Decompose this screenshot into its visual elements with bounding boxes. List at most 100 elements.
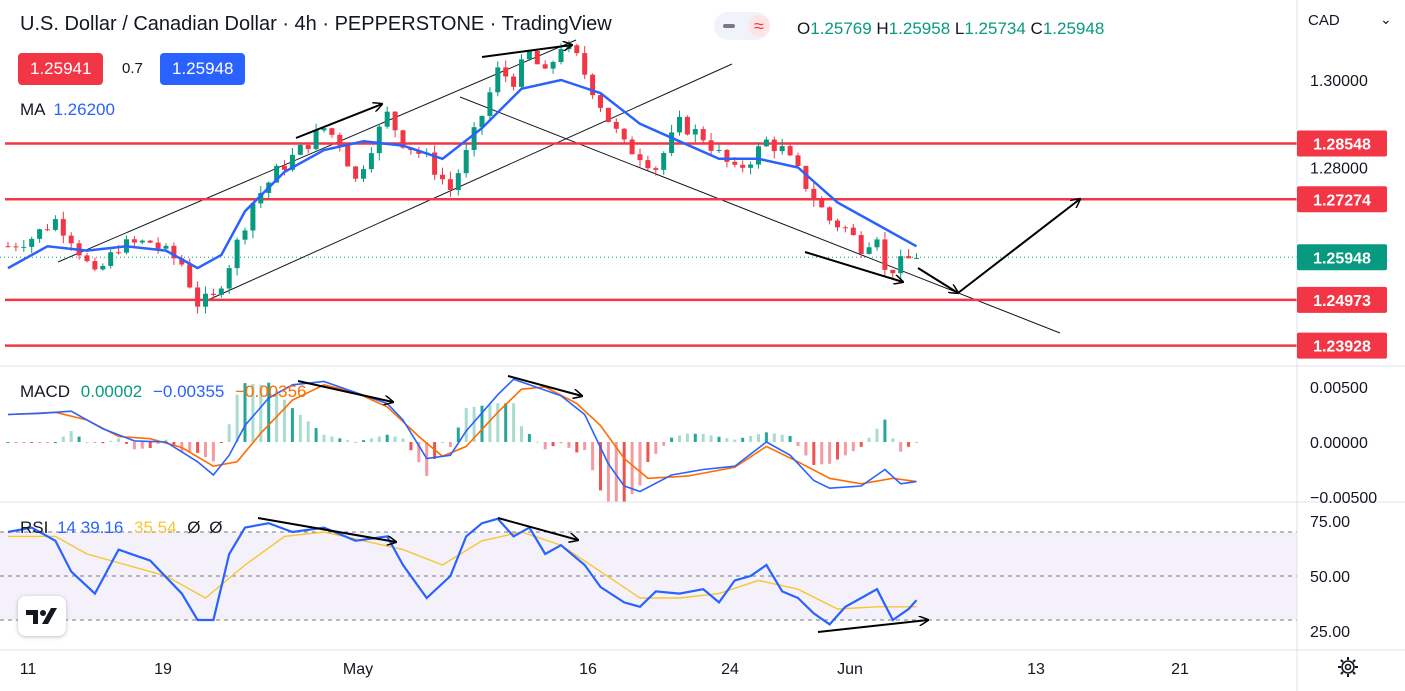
candle-body[interactable]	[345, 145, 351, 167]
candle-body[interactable]	[811, 188, 817, 201]
candle-body[interactable]	[116, 252, 122, 254]
drawn-arrow[interactable]	[507, 375, 582, 396]
candle-body[interactable]	[526, 51, 532, 60]
candle-body[interactable]	[171, 245, 177, 259]
candle-body[interactable]	[282, 165, 287, 170]
candle-body[interactable]	[519, 59, 524, 87]
candle-body[interactable]	[582, 53, 588, 75]
drawn-arrow[interactable]	[297, 380, 393, 402]
candle-body[interactable]	[84, 255, 90, 262]
candle-body[interactable]	[511, 76, 517, 87]
candle-body[interactable]	[368, 153, 374, 170]
drawn-arrow[interactable]	[817, 620, 928, 633]
candle-body[interactable]	[558, 49, 564, 63]
macd-signal-line[interactable]	[7, 383, 917, 485]
candle-body[interactable]	[258, 192, 264, 204]
candle-body[interactable]	[234, 239, 240, 269]
drawn-arrow[interactable]	[917, 267, 958, 293]
flag-toggle[interactable]: ≈	[714, 12, 770, 40]
candle-body[interactable]	[400, 130, 406, 148]
candle-body[interactable]	[203, 293, 208, 307]
macd-legend[interactable]: MACD 0.00002 −0.00355 −0.00356	[20, 382, 307, 401]
candle-body[interactable]	[432, 152, 438, 175]
candle-body[interactable]	[226, 268, 232, 289]
candle-body[interactable]	[45, 229, 50, 231]
macd-line[interactable]	[7, 378, 917, 493]
candle-body[interactable]	[866, 247, 872, 254]
candle-body[interactable]	[210, 293, 216, 295]
drawn-arrow[interactable]	[957, 199, 1080, 294]
candle-body[interactable]	[5, 246, 11, 248]
candle-body[interactable]	[645, 160, 651, 169]
candle-body[interactable]	[297, 144, 303, 155]
candle-body[interactable]	[787, 146, 793, 156]
candle-body[interactable]	[700, 129, 706, 141]
candle-body[interactable]	[842, 227, 848, 229]
candle-body[interactable]	[376, 126, 382, 154]
chevron-down-icon[interactable]: ⌄	[1380, 11, 1392, 27]
candle-body[interactable]	[68, 235, 74, 244]
trend-line[interactable]	[459, 96, 1061, 334]
candle-body[interactable]	[455, 173, 461, 191]
candle-body[interactable]	[487, 92, 493, 116]
candle-body[interactable]	[684, 116, 690, 135]
candle-body[interactable]	[598, 95, 603, 108]
candle-body[interactable]	[653, 168, 659, 170]
candle-body[interactable]	[771, 139, 777, 152]
candle-body[interactable]	[321, 128, 327, 131]
candle-body[interactable]	[692, 129, 698, 135]
drawn-arrow[interactable]	[295, 104, 382, 139]
candle-body[interactable]	[147, 240, 153, 243]
tradingview-logo[interactable]	[18, 596, 66, 636]
candle-body[interactable]	[108, 252, 114, 266]
buy-price-button[interactable]: 1.25948	[160, 53, 246, 85]
candle-body[interactable]	[100, 265, 106, 270]
candle-body[interactable]	[289, 154, 295, 170]
candle-body[interactable]	[179, 258, 185, 265]
candle-body[interactable]	[13, 246, 19, 248]
candle-body[interactable]	[534, 51, 540, 65]
candle-body[interactable]	[850, 227, 856, 236]
candle-body[interactable]	[732, 161, 738, 165]
candle-body[interactable]	[155, 242, 161, 249]
candle-body[interactable]	[440, 174, 445, 180]
candle-body[interactable]	[708, 140, 714, 151]
drawn-arrow[interactable]	[497, 517, 578, 540]
rsi-ma-line[interactable]	[8, 531, 917, 610]
candle-body[interactable]	[542, 64, 548, 69]
candle-body[interactable]	[131, 239, 137, 243]
candle-body[interactable]	[471, 127, 477, 150]
candle-body[interactable]	[763, 139, 769, 147]
ma-legend[interactable]: MA 1.26200	[20, 100, 115, 120]
rsi-line[interactable]	[7, 517, 918, 626]
candle-body[interactable]	[139, 240, 145, 243]
candle-body[interactable]	[803, 165, 809, 189]
candle-body[interactable]	[914, 257, 919, 259]
candle-body[interactable]	[447, 179, 453, 191]
candle-body[interactable]	[495, 67, 501, 93]
candle-body[interactable]	[29, 238, 35, 247]
trend-line[interactable]	[57, 39, 577, 263]
candle-body[interactable]	[305, 144, 311, 150]
candle-body[interactable]	[479, 115, 485, 128]
candle-body[interactable]	[874, 239, 880, 248]
trend-line[interactable]	[207, 63, 733, 301]
candle-body[interactable]	[163, 245, 169, 249]
candle-body[interactable]	[274, 165, 280, 183]
candle-body[interactable]	[858, 235, 864, 254]
candle-body[interactable]	[677, 116, 682, 133]
candle-body[interactable]	[392, 111, 398, 131]
currency-label[interactable]: CAD	[1308, 12, 1340, 29]
candle-body[interactable]	[250, 203, 256, 231]
candle-body[interactable]	[740, 164, 746, 168]
candle-body[interactable]	[187, 264, 193, 288]
candle-body[interactable]	[835, 220, 840, 228]
drawn-arrow[interactable]	[257, 517, 396, 542]
candle-body[interactable]	[195, 287, 201, 307]
candle-body[interactable]	[60, 219, 66, 236]
candle-body[interactable]	[898, 256, 904, 274]
candle-body[interactable]	[337, 134, 343, 146]
candle-body[interactable]	[329, 128, 335, 135]
candle-body[interactable]	[361, 169, 366, 179]
